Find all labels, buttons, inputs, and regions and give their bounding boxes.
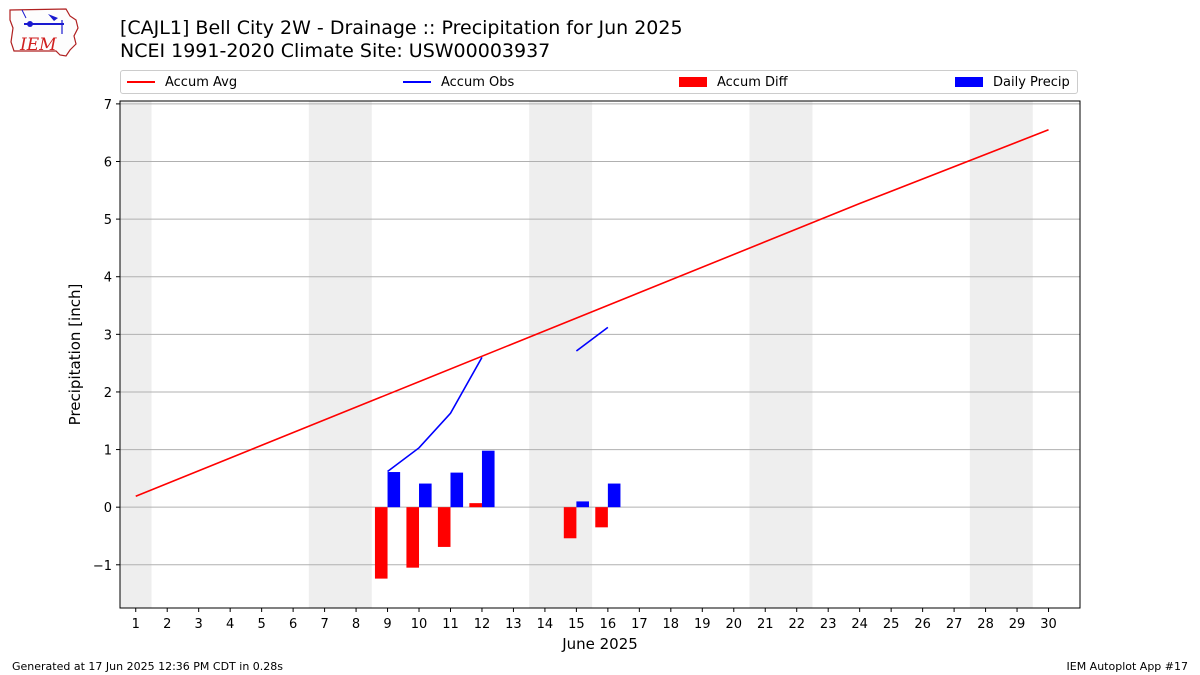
x-tick-label: 11 — [442, 617, 459, 632]
x-tick-label: 3 — [195, 617, 203, 632]
weekend-band — [529, 101, 593, 608]
weekend-band — [308, 101, 372, 608]
footer-generated: Generated at 17 Jun 2025 12:36 PM CDT in… — [12, 660, 284, 673]
chart-subtitle: NCEI 1991-2020 Climate Site: USW00003937 — [120, 40, 551, 62]
x-tick-label: 18 — [663, 617, 680, 632]
x-tick-label: 5 — [257, 617, 265, 632]
legend-swatch-accum-obs — [403, 81, 431, 83]
x-axis-label: June 2025 — [561, 635, 638, 653]
accum-diff-bar — [469, 503, 482, 508]
y-tick-label: 0 — [104, 501, 112, 516]
x-tick-label: 10 — [411, 617, 428, 632]
legend-swatch-accum-diff — [679, 77, 707, 87]
accum-avg-line — [135, 129, 1049, 497]
accum-diff-bar — [595, 507, 608, 528]
legend-item-accum-obs: Accum Obs — [403, 71, 514, 93]
x-tick-label: 30 — [1040, 617, 1057, 632]
accum-obs-line — [575, 326, 609, 352]
x-tick-label: 4 — [226, 617, 234, 632]
legend-label-accum-diff: Accum Diff — [717, 74, 788, 90]
weekend-band — [120, 101, 152, 608]
x-tick-label: 16 — [600, 617, 617, 632]
y-tick-label: 7 — [104, 98, 112, 113]
accum-diff-bar — [374, 507, 388, 579]
y-tick-label: 4 — [104, 271, 112, 286]
x-tick-label: 2 — [163, 617, 171, 632]
daily-precip-bar — [576, 501, 589, 508]
daily-precip-bar — [387, 472, 401, 508]
legend-swatch-accum-avg — [127, 81, 155, 83]
weekend-band — [969, 101, 1033, 608]
legend-item-accum-diff: Accum Diff — [679, 71, 788, 93]
x-tick-label: 28 — [977, 617, 994, 632]
footer-app: IEM Autoplot App #17 — [1066, 660, 1189, 673]
x-tick-label: 27 — [946, 617, 963, 632]
legend-item-accum-avg: Accum Avg — [127, 71, 237, 93]
daily-precip-bar — [481, 450, 495, 508]
logo-text: IEM — [19, 35, 57, 55]
x-tick-label: 23 — [820, 617, 837, 632]
accum-diff-bar — [437, 507, 451, 547]
legend-label-accum-obs: Accum Obs — [441, 74, 515, 90]
iem-logo: IEM — [8, 6, 80, 58]
daily-precip-bar — [607, 483, 621, 508]
y-axis-label: Precipitation [inch] — [66, 284, 84, 426]
x-tick-label: 12 — [474, 617, 491, 632]
x-tick-label: 25 — [883, 617, 900, 632]
daily-precip-bar — [419, 483, 432, 508]
x-tick-label: 19 — [694, 617, 711, 632]
legend-label-daily-precip: Daily Precip — [993, 74, 1070, 90]
x-tick-label: 6 — [289, 617, 297, 632]
x-tick-label: 26 — [914, 617, 931, 632]
weekend-band — [749, 101, 813, 608]
daily-precip-bar — [450, 472, 464, 508]
x-tick-label: 24 — [851, 617, 868, 632]
accum-diff-bar — [406, 507, 420, 568]
x-tick-label: 13 — [505, 617, 522, 632]
x-tick-label: 29 — [1009, 617, 1026, 632]
y-tick-label: 5 — [104, 213, 112, 228]
x-tick-label: 7 — [320, 617, 328, 632]
legend-label-accum-avg: Accum Avg — [165, 74, 238, 90]
x-tick-label: 21 — [757, 617, 774, 632]
chart-legend: Accum Avg Accum Obs Accum Diff Daily Pre… — [120, 70, 1078, 94]
plot-frame — [119, 100, 1081, 609]
y-tick-label: 1 — [104, 444, 112, 459]
x-tick-label: 17 — [631, 617, 648, 632]
y-tick-label: 3 — [104, 328, 112, 343]
x-tick-label: 14 — [537, 617, 554, 632]
y-tick-label: −1 — [93, 559, 112, 574]
x-tick-label: 20 — [725, 617, 742, 632]
x-tick-label: 22 — [788, 617, 805, 632]
x-tick-label: 8 — [352, 617, 360, 632]
accum-obs-line — [387, 356, 483, 473]
legend-swatch-daily-precip — [955, 77, 983, 87]
x-tick-label: 9 — [383, 617, 391, 632]
y-tick-label: 6 — [104, 155, 112, 170]
accum-diff-bar — [563, 507, 577, 539]
chart-title: [CAJL1] Bell City 2W - Drainage :: Preci… — [120, 17, 683, 39]
legend-item-daily-precip: Daily Precip — [955, 71, 1070, 93]
x-tick-label: 15 — [568, 617, 585, 632]
y-tick-label: 2 — [104, 386, 112, 401]
x-tick-label: 1 — [132, 617, 140, 632]
